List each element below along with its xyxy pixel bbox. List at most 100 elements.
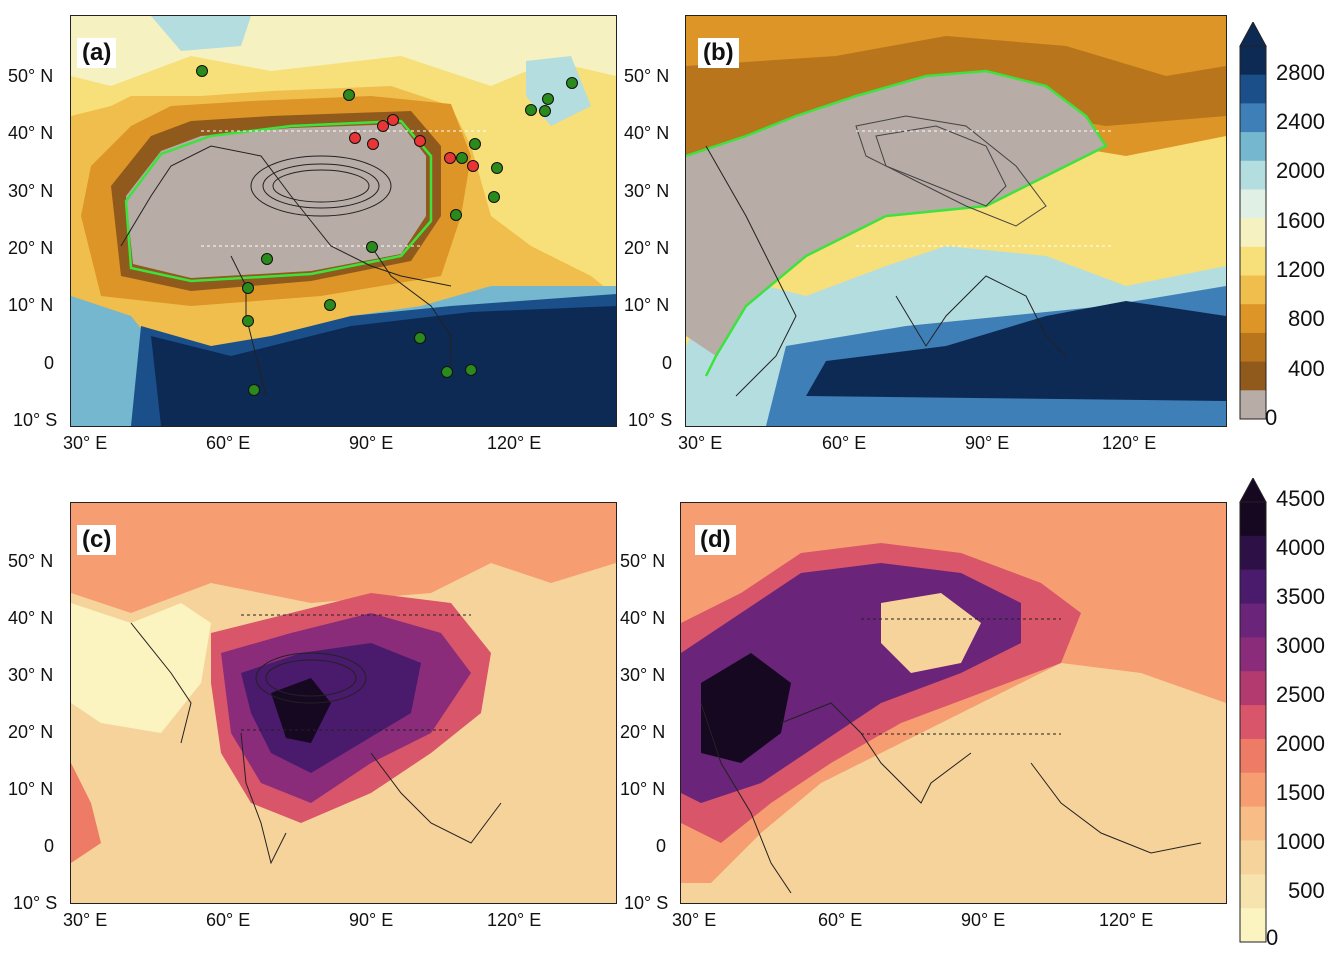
lon-tick: 30° E	[678, 433, 723, 453]
site-green	[465, 364, 477, 376]
site-green	[441, 366, 453, 378]
lat-tick: 30° N	[624, 181, 670, 201]
colorbar-swatch	[1240, 671, 1266, 706]
lat-tick: 10° N	[8, 779, 54, 799]
lat-tick: 0	[44, 353, 55, 373]
site-green	[366, 241, 378, 253]
site-green	[542, 93, 554, 105]
map-panel-b: (b)	[685, 15, 1227, 427]
colorbar-label: 0	[1266, 925, 1279, 950]
heat-map-c	[71, 503, 616, 903]
colorbar-swatch	[1240, 806, 1266, 841]
lat-tick: 10° N	[620, 779, 666, 799]
colorbar-swatch	[1240, 738, 1266, 774]
site-green	[469, 138, 481, 150]
lon-tick: 30° E	[63, 433, 108, 453]
lat-tick: 10° S	[628, 410, 673, 430]
colorbar-extend-arrow	[1239, 20, 1267, 47]
lon-tick: 90° E	[349, 910, 394, 930]
colorbar-swatch	[1240, 772, 1266, 808]
precip-map-b	[686, 16, 1226, 426]
lat-tick: 40° N	[8, 608, 54, 628]
colorbar-bottom	[1238, 476, 1268, 943]
colorbar-label: 2400	[1276, 109, 1325, 134]
colorbar-swatch	[1240, 132, 1266, 162]
colorbar-swatch	[1240, 275, 1266, 305]
site-green	[525, 104, 537, 116]
site-markers-a	[196, 65, 578, 396]
colorbar-swatch	[1240, 332, 1266, 363]
heat-map-d	[681, 503, 1226, 903]
site-green	[414, 332, 426, 344]
colorbar-label: 3000	[1276, 633, 1325, 658]
lat-tick: 10° S	[624, 893, 669, 913]
lat-tick: 50° N	[620, 551, 666, 571]
colorbar-swatch	[1240, 246, 1266, 277]
lon-tick: 60° E	[206, 910, 251, 930]
lat-tick: 10° S	[13, 410, 58, 430]
lat-tick: 10° N	[624, 295, 670, 315]
site-green	[242, 282, 254, 294]
site-green	[539, 105, 551, 117]
colorbar-swatch	[1240, 218, 1266, 248]
colorbar-swatch	[1240, 304, 1266, 334]
lon-tick: 30° E	[63, 910, 108, 930]
colorbar-bottom-swatches	[1239, 476, 1267, 943]
lat-tick: 20° N	[8, 238, 54, 258]
colorbar-swatch	[1240, 502, 1266, 537]
lat-tick: 50° N	[8, 551, 54, 571]
lat-tick: 40° N	[624, 123, 670, 143]
site-green	[488, 191, 500, 203]
colorbar-label: 4000	[1276, 535, 1325, 560]
panel-label-c: (c)	[77, 525, 117, 555]
colorbar-extend-arrow	[1239, 476, 1267, 503]
lon-tick: 60° E	[818, 910, 863, 930]
panel-label-b: (b)	[698, 38, 739, 68]
lat-tick: 40° N	[8, 123, 54, 143]
site-red	[367, 138, 379, 150]
site-green	[566, 77, 578, 89]
lat-tick: 0	[656, 836, 667, 856]
colorbar-label: 400	[1288, 356, 1325, 381]
site-red	[414, 135, 426, 147]
site-red	[444, 152, 456, 164]
lon-tick: 90° E	[961, 910, 1006, 930]
colorbar-swatch	[1240, 535, 1266, 571]
colorbar-label: 0	[1265, 405, 1278, 430]
site-green	[456, 152, 468, 164]
lat-tick: 50° N	[8, 66, 54, 86]
colorbar-swatch	[1240, 908, 1266, 943]
colorbar-label: 4500	[1276, 486, 1325, 511]
site-green	[261, 253, 273, 265]
lon-tick: 120° E	[487, 910, 542, 930]
lat-tick: 30° N	[620, 665, 666, 685]
colorbar-label: 500	[1288, 878, 1325, 903]
lat-tick: 30° N	[8, 665, 54, 685]
colorbar-label: 2800	[1276, 60, 1325, 85]
lat-tick: 10° S	[13, 893, 58, 913]
lat-tick: 20° N	[620, 722, 666, 742]
lat-tick: 0	[44, 836, 55, 856]
site-red	[377, 120, 389, 132]
panel-label-a: (a)	[77, 38, 117, 68]
lon-tick: 120° E	[1099, 910, 1154, 930]
map-panel-c: (c)	[70, 502, 617, 904]
colorbar-swatch	[1240, 705, 1266, 740]
colorbar-border	[1239, 45, 1267, 420]
colorbar-swatch	[1240, 840, 1266, 875]
lat-tick: 20° N	[624, 238, 670, 258]
colorbar-label: 2500	[1276, 682, 1325, 707]
colorbar-swatch	[1240, 361, 1266, 391]
panel-label-d: (d)	[695, 525, 736, 555]
site-red	[349, 132, 361, 144]
colorbar-label: 800	[1288, 306, 1325, 331]
lon-tick: 120° E	[1102, 433, 1157, 453]
colorbar-top	[1238, 20, 1268, 420]
site-red	[387, 114, 399, 126]
colorbar-label: 2000	[1276, 158, 1325, 183]
colorbar-swatch	[1240, 637, 1266, 672]
lon-tick: 90° E	[349, 433, 394, 453]
site-green	[343, 89, 355, 101]
site-green	[324, 299, 336, 311]
colorbar-label: 3500	[1276, 584, 1325, 609]
